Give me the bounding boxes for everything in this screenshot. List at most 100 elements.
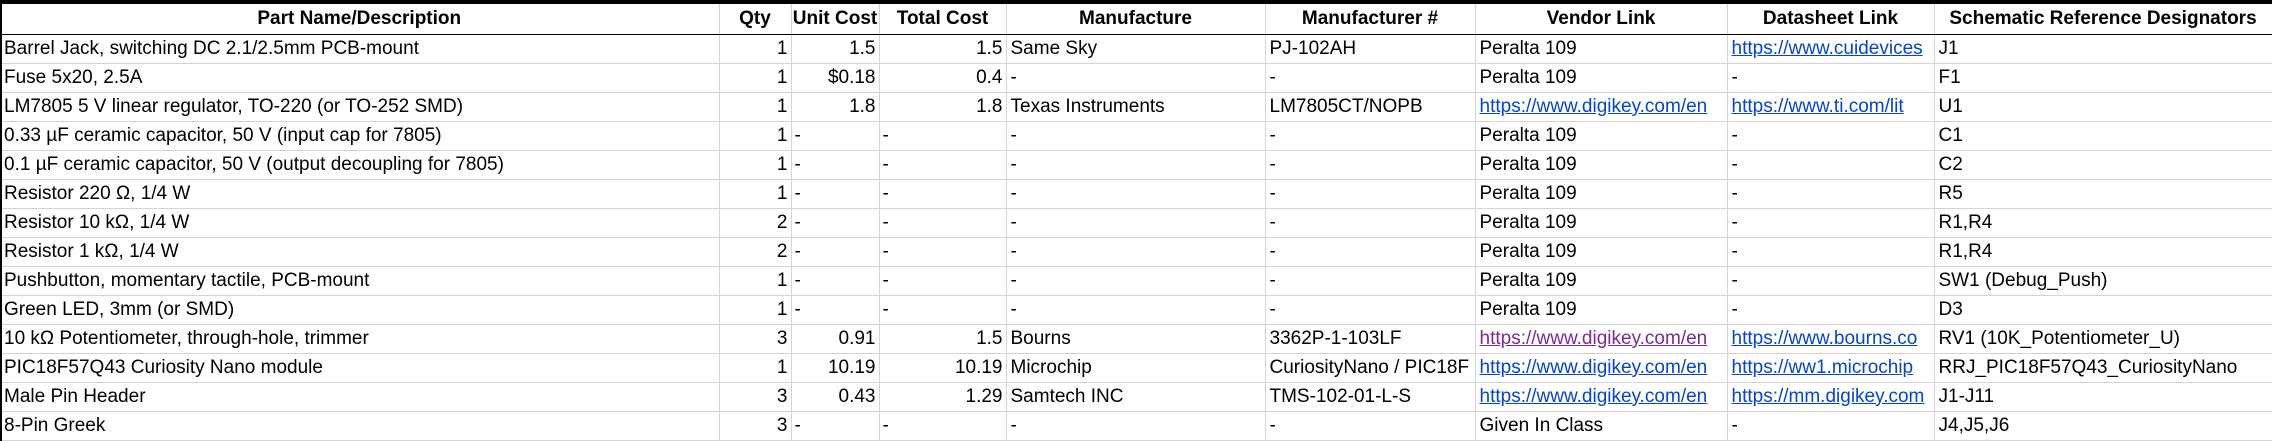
cell-datasheet-link[interactable]: - [1727, 63, 1935, 93]
cell-manufacture[interactable]: - [1006, 121, 1266, 151]
cell-unit-cost[interactable]: - [791, 411, 880, 441]
cell-datasheet-link[interactable]: - [1727, 179, 1935, 209]
cell-manufacture[interactable]: Same Sky [1006, 34, 1266, 64]
cell-total-cost[interactable]: - [879, 295, 1007, 325]
cell-vendor-link[interactable]: Peralta 109 [1475, 150, 1728, 180]
cell-manufacture[interactable]: - [1006, 266, 1266, 296]
cell-total-cost[interactable]: 0.4 [879, 63, 1007, 93]
cell-schematic-reference[interactable]: RV1 (10K_Potentiometer_U) [1934, 324, 2272, 354]
cell-total-cost[interactable]: 1.5 [879, 34, 1007, 64]
cell-vendor-link[interactable]: Peralta 109 [1475, 179, 1728, 209]
cell-datasheet-link[interactable]: - [1727, 121, 1935, 151]
cell-part-description[interactable]: Resistor 10 kΩ, 1/4 W [0, 208, 720, 238]
column-header-unit-cost[interactable]: Unit Cost [791, 4, 880, 35]
cell-schematic-reference[interactable]: SW1 (Debug_Push) [1934, 266, 2272, 296]
cell-manufacturer-number[interactable]: - [1265, 208, 1476, 238]
cell-manufacture[interactable]: - [1006, 63, 1266, 93]
cell-schematic-reference[interactable]: U1 [1934, 92, 2272, 122]
cell-part-description[interactable]: Male Pin Header [0, 382, 720, 412]
cell-datasheet-link[interactable]: https://www.cuidevices [1727, 34, 1935, 64]
cell-schematic-reference[interactable]: RRJ_PIC18F57Q43_CuriosityNano [1934, 353, 2272, 383]
cell-vendor-link[interactable]: Peralta 109 [1475, 295, 1728, 325]
cell-manufacturer-number[interactable]: - [1265, 411, 1476, 441]
cell-schematic-reference[interactable]: J1-J11 [1934, 382, 2272, 412]
cell-part-description[interactable]: 0.1 µF ceramic capacitor, 50 V (output d… [0, 150, 720, 180]
cell-manufacture[interactable]: Texas Instruments [1006, 92, 1266, 122]
cell-unit-cost[interactable]: - [791, 179, 880, 209]
cell-manufacture[interactable]: - [1006, 411, 1266, 441]
cell-part-description[interactable]: LM7805 5 V linear regulator, TO-220 (or … [0, 92, 720, 122]
cell-total-cost[interactable]: - [879, 266, 1007, 296]
cell-manufacturer-number[interactable]: PJ-102AH [1265, 34, 1476, 64]
cell-qty[interactable]: 1 [719, 295, 792, 325]
cell-qty[interactable]: 1 [719, 34, 792, 64]
cell-qty[interactable]: 1 [719, 179, 792, 209]
cell-unit-cost[interactable]: 1.5 [791, 34, 880, 64]
cell-qty[interactable]: 3 [719, 411, 792, 441]
cell-manufacture[interactable]: Bourns [1006, 324, 1266, 354]
cell-vendor-link[interactable]: Peralta 109 [1475, 63, 1728, 93]
cell-qty[interactable]: 1 [719, 150, 792, 180]
column-header-datasheet-link[interactable]: Datasheet Link [1727, 4, 1935, 35]
cell-datasheet-link[interactable]: - [1727, 266, 1935, 296]
cell-vendor-link[interactable]: https://www.digikey.com/en [1475, 382, 1728, 412]
cell-manufacture[interactable]: - [1006, 208, 1266, 238]
column-header-schematic-reference[interactable]: Schematic Reference Designators [1934, 4, 2272, 35]
cell-total-cost[interactable]: 1.29 [879, 382, 1007, 412]
cell-total-cost[interactable]: - [879, 237, 1007, 267]
vendor-hyperlink[interactable]: https://www.digikey.com/en [1479, 327, 1708, 349]
cell-unit-cost[interactable]: - [791, 121, 880, 151]
cell-unit-cost[interactable]: $0.18 [791, 63, 880, 93]
cell-vendor-link[interactable]: https://www.digikey.com/en [1475, 324, 1728, 354]
cell-schematic-reference[interactable]: R1,R4 [1934, 237, 2272, 267]
cell-manufacture[interactable]: - [1006, 150, 1266, 180]
cell-datasheet-link[interactable]: https://www.bourns.co [1727, 324, 1935, 354]
cell-manufacturer-number[interactable]: - [1265, 63, 1476, 93]
cell-vendor-link[interactable]: Peralta 109 [1475, 237, 1728, 267]
datasheet-hyperlink[interactable]: https://www.bourns.co [1731, 327, 1918, 349]
cell-part-description[interactable]: 0.33 µF ceramic capacitor, 50 V (input c… [0, 121, 720, 151]
cell-manufacture[interactable]: Samtech INC [1006, 382, 1266, 412]
cell-qty[interactable]: 3 [719, 382, 792, 412]
cell-unit-cost[interactable]: - [791, 266, 880, 296]
datasheet-hyperlink[interactable]: https://www.cuidevices [1731, 37, 1923, 59]
cell-schematic-reference[interactable]: R5 [1934, 179, 2272, 209]
cell-schematic-reference[interactable]: C1 [1934, 121, 2272, 151]
cell-schematic-reference[interactable]: J4,J5,J6 [1934, 411, 2272, 441]
cell-vendor-link[interactable]: Peralta 109 [1475, 266, 1728, 296]
cell-part-description[interactable]: Barrel Jack, switching DC 2.1/2.5mm PCB-… [0, 34, 720, 64]
cell-datasheet-link[interactable]: https://ww1.microchip [1727, 353, 1935, 383]
cell-unit-cost[interactable]: 0.43 [791, 382, 880, 412]
cell-vendor-link[interactable]: https://www.digikey.com/en [1475, 353, 1728, 383]
cell-unit-cost[interactable]: 0.91 [791, 324, 880, 354]
cell-datasheet-link[interactable]: - [1727, 150, 1935, 180]
cell-part-description[interactable]: Green LED, 3mm (or SMD) [0, 295, 720, 325]
cell-schematic-reference[interactable]: D3 [1934, 295, 2272, 325]
cell-qty[interactable]: 2 [719, 208, 792, 238]
cell-total-cost[interactable]: 1.8 [879, 92, 1007, 122]
cell-schematic-reference[interactable]: R1,R4 [1934, 208, 2272, 238]
cell-unit-cost[interactable]: - [791, 295, 880, 325]
cell-vendor-link[interactable]: https://www.digikey.com/en [1475, 92, 1728, 122]
cell-unit-cost[interactable]: - [791, 208, 880, 238]
vendor-hyperlink[interactable]: https://www.digikey.com/en [1479, 356, 1708, 378]
cell-total-cost[interactable]: - [879, 150, 1007, 180]
cell-manufacturer-number[interactable]: - [1265, 150, 1476, 180]
cell-unit-cost[interactable]: - [791, 237, 880, 267]
cell-datasheet-link[interactable]: https://www.ti.com/lit [1727, 92, 1935, 122]
cell-schematic-reference[interactable]: J1 [1934, 34, 2272, 64]
cell-part-description[interactable]: PIC18F57Q43 Curiosity Nano module [0, 353, 720, 383]
cell-part-description[interactable]: Resistor 1 kΩ, 1/4 W [0, 237, 720, 267]
cell-total-cost[interactable]: - [879, 208, 1007, 238]
cell-qty[interactable]: 1 [719, 63, 792, 93]
cell-part-description[interactable]: Fuse 5x20, 2.5A [0, 63, 720, 93]
cell-manufacture[interactable]: Microchip [1006, 353, 1266, 383]
cell-datasheet-link[interactable]: https://mm.digikey.com [1727, 382, 1935, 412]
cell-unit-cost[interactable]: 1.8 [791, 92, 880, 122]
column-header-qty[interactable]: Qty [719, 4, 792, 35]
cell-total-cost[interactable]: - [879, 179, 1007, 209]
cell-qty[interactable]: 1 [719, 92, 792, 122]
column-header-manufacture[interactable]: Manufacture [1006, 4, 1266, 35]
cell-manufacturer-number[interactable]: TMS-102-01-L-S [1265, 382, 1476, 412]
cell-manufacturer-number[interactable]: - [1265, 295, 1476, 325]
